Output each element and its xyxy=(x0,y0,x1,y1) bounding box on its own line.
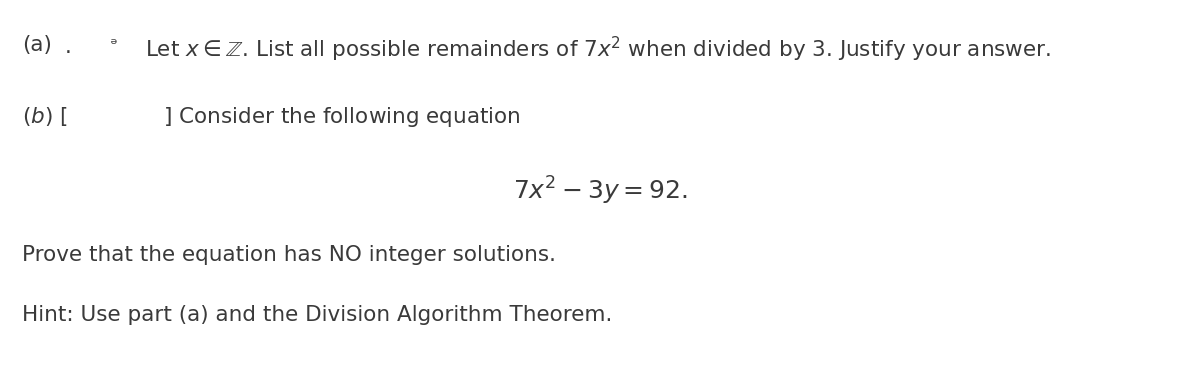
Text: (a): (a) xyxy=(22,35,52,55)
Text: Let $x \in \mathbb{Z}$. List all possible remainders of $7x^2$ when divided by 3: Let $x \in \mathbb{Z}$. List all possibl… xyxy=(145,35,1051,64)
Text: Hint: Use part (a) and the Division Algorithm Theorem.: Hint: Use part (a) and the Division Algo… xyxy=(22,305,612,325)
Text: .: . xyxy=(65,37,72,57)
Text: $(b)$ [              ] Consider the following equation: $(b)$ [ ] Consider the following equatio… xyxy=(22,105,521,129)
Text: ᵊ: ᵊ xyxy=(100,36,118,54)
Text: $7x^2 - 3y = 92.$: $7x^2 - 3y = 92.$ xyxy=(512,175,688,207)
Text: Prove that the equation has NO integer solutions.: Prove that the equation has NO integer s… xyxy=(22,245,556,265)
